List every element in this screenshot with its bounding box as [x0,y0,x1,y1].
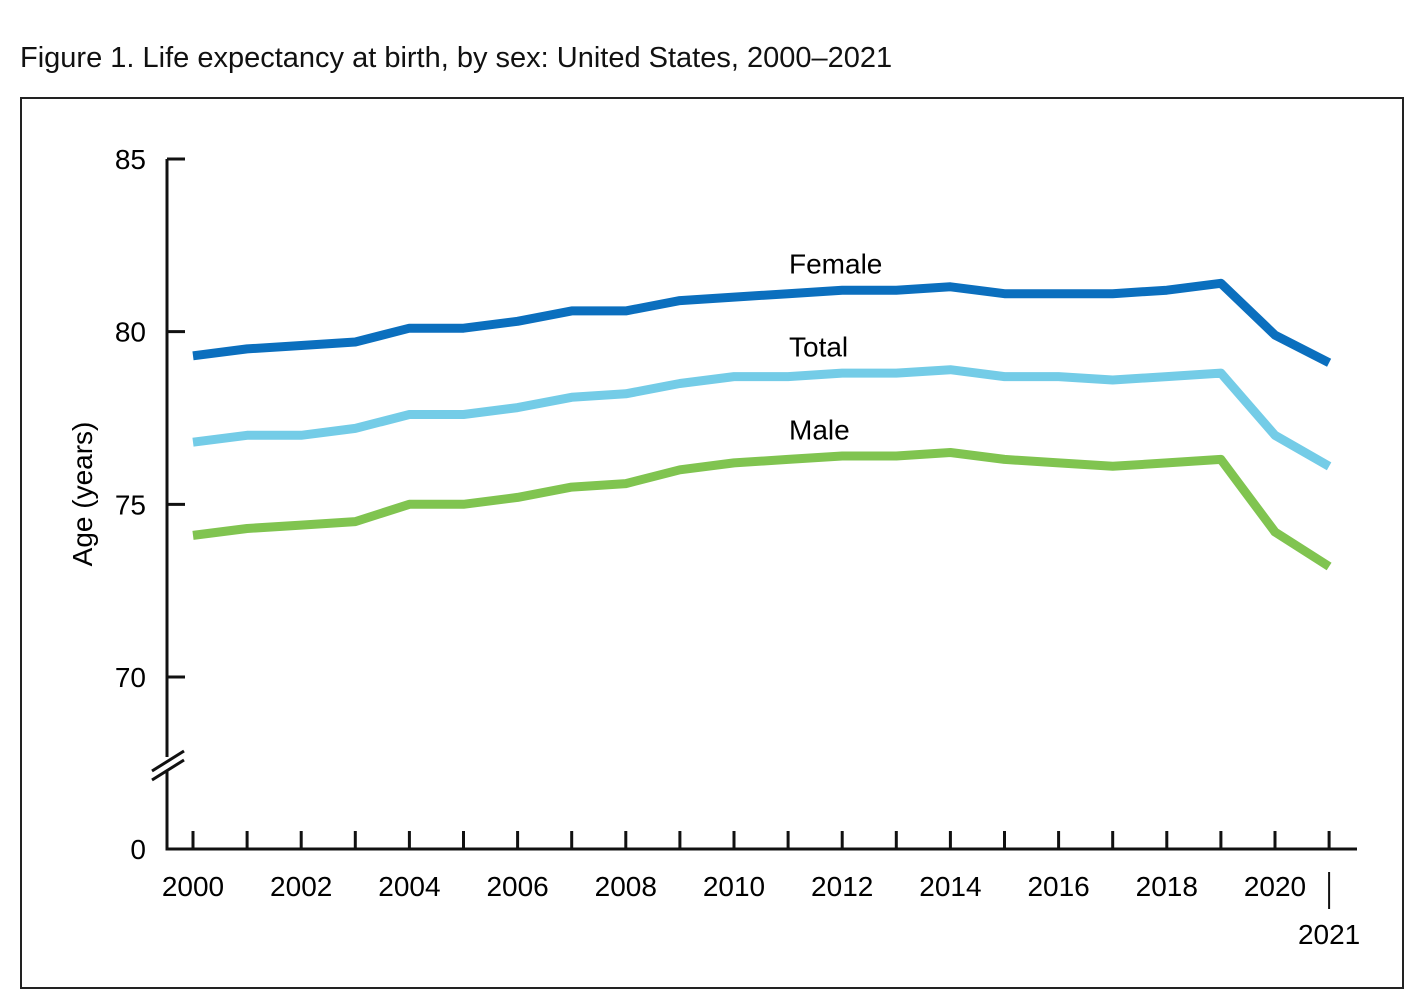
x-tick-label: 2012 [811,871,873,902]
x-tick-label: 2010 [703,871,765,902]
axis-break-mark [151,758,185,782]
y-axis-label: Age (years) [67,422,98,567]
series-label-female: Female [789,249,882,280]
axes: 85 80 75 70 0 2000 2002 2004 2006 2008 2010 2012 201… [115,144,1360,950]
x-tick-label: 2008 [595,871,657,902]
axis-break-mark [151,749,185,773]
y-tick-label: 85 [115,144,146,175]
series-label-male: Male [789,414,850,445]
series-line-total [192,365,1332,471]
series-line-male [192,448,1332,571]
y-tick-label: 80 [115,317,146,348]
x-tick-label-2021: 2021 [1298,919,1360,950]
series-labels: Female Total Male [789,249,882,446]
x-tick-label: 2014 [919,871,981,902]
x-tick-label: 2000 [162,871,224,902]
x-tick-label: 2016 [1027,871,1089,902]
y-tick-label: 70 [115,662,146,693]
y-tick-label-zero: 0 [130,834,146,865]
figure-title: Figure 1. Life expectancy at birth, by s… [20,42,893,74]
x-tick-label: 2020 [1244,871,1306,902]
series-line-female [192,278,1332,367]
chart-frame: Age (years) 85 80 75 70 0 2000 2002 2004 2006 200… [20,97,1404,989]
series-lines [192,278,1332,571]
x-tick-label: 2002 [270,871,332,902]
x-tick-label: 2004 [378,871,440,902]
y-tick-label: 75 [115,489,146,520]
line-chart: Age (years) 85 80 75 70 0 2000 2002 2004 2006 200… [67,144,1360,950]
x-tick-label: 2018 [1136,871,1198,902]
x-tick-label: 2006 [486,871,548,902]
series-label-total: Total [789,332,848,363]
